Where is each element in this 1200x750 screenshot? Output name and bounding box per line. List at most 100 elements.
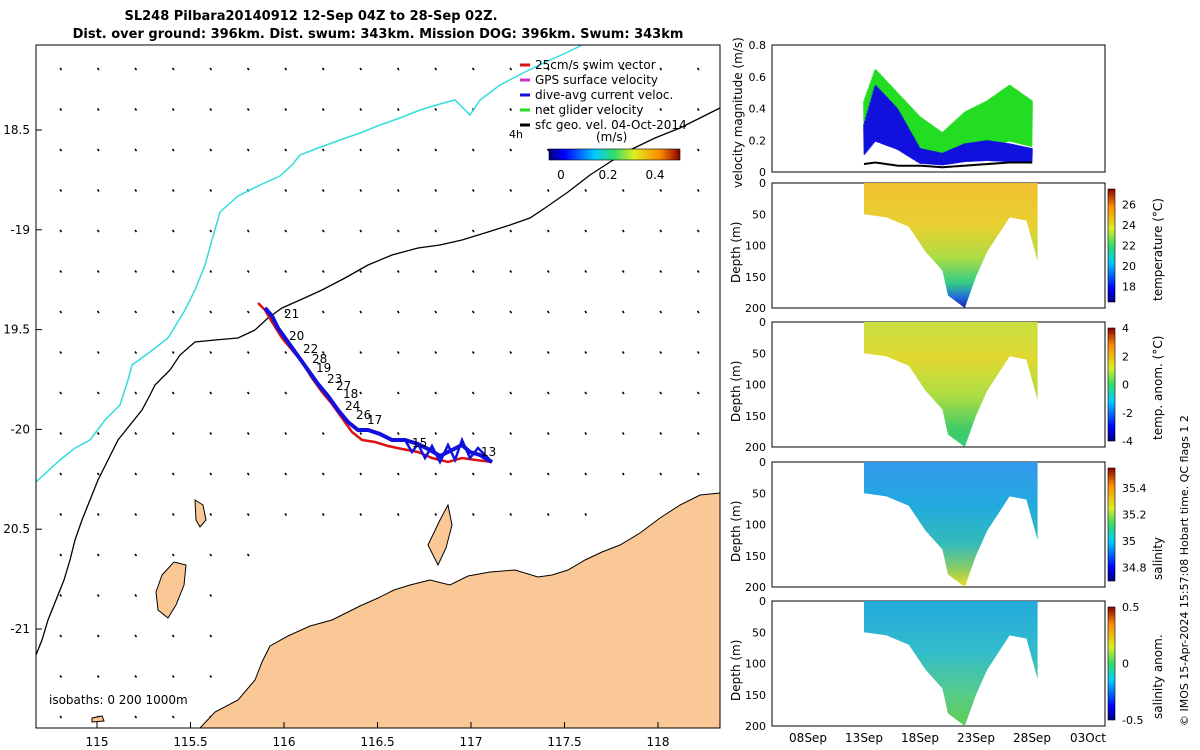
- vector-arrow: [509, 67, 513, 71]
- colorbar-tick-label: 34.8: [1122, 562, 1147, 575]
- vector-arrow: [134, 513, 138, 516]
- vector-arrow: [284, 108, 288, 111]
- vector-arrow: [96, 634, 100, 638]
- vector-arrow: [509, 391, 513, 395]
- vector-arrow: [696, 148, 700, 152]
- vector-arrow: [134, 148, 138, 152]
- colorbar-tick-label: -2: [1122, 407, 1133, 420]
- vector-arrow: [509, 229, 513, 233]
- vector-arrow: [434, 391, 438, 395]
- vector-arrow: [246, 513, 250, 516]
- vector-arrow: [284, 432, 288, 435]
- vector-arrow: [396, 432, 400, 435]
- vector-arrow: [546, 391, 550, 395]
- depth-tick: 50: [752, 347, 766, 360]
- vector-arrow: [209, 108, 213, 111]
- colorbar-tick-label: 0: [1122, 379, 1129, 392]
- speed-colorbar-ticks: 0 0.2 0.4: [557, 168, 664, 182]
- vector-arrow: [546, 108, 550, 111]
- vector-arrow: [584, 67, 588, 71]
- vector-arrow: [584, 351, 588, 354]
- vector-arrow: [134, 472, 138, 476]
- vector-arrow: [209, 432, 213, 435]
- vector-arrow: [696, 472, 700, 476]
- velocity-tick: 0.6: [749, 71, 767, 84]
- vector-arrow: [59, 351, 63, 354]
- vector-arrow: [509, 310, 513, 314]
- day-label: 22: [303, 342, 318, 356]
- vector-arrow: [246, 432, 250, 435]
- vector-arrow: [171, 391, 175, 395]
- depth-tick: 100: [745, 240, 766, 253]
- vector-arrow: [284, 189, 288, 192]
- vector-arrow: [171, 310, 175, 314]
- depth-tick: 0: [759, 456, 766, 469]
- vector-arrow: [246, 148, 250, 152]
- vector-arrow: [134, 391, 138, 395]
- depth-tick: 100: [745, 379, 766, 392]
- day-label: 18: [343, 387, 358, 401]
- vector-arrow: [134, 310, 138, 314]
- colorbar-tick-label: -4: [1122, 435, 1133, 448]
- time-tick-label: 23Sep: [957, 731, 995, 745]
- vector-arrow: [96, 391, 100, 395]
- colorbar-title: salinity anom.: [1151, 634, 1165, 719]
- time-tick-label: 13Sep: [845, 731, 883, 745]
- vector-arrow: [471, 310, 475, 314]
- vector-arrow: [171, 67, 175, 71]
- vector-arrow: [59, 270, 63, 273]
- day-label: 15: [412, 436, 427, 450]
- vector-arrow: [659, 108, 663, 111]
- velocity-series-line: [863, 161, 1032, 169]
- vector-arrow: [509, 432, 513, 435]
- vector-arrow: [546, 513, 550, 516]
- vector-arrow: [659, 67, 663, 71]
- section-fill: [864, 601, 1038, 726]
- cyan-coast-line: [36, 45, 583, 483]
- day-label: 19: [316, 361, 331, 375]
- vector-arrow: [659, 310, 663, 314]
- vector-arrow: [134, 229, 138, 233]
- depth-tick: 0: [759, 177, 766, 190]
- velocity-tick: 0.2: [749, 134, 767, 147]
- vector-arrow: [621, 391, 625, 395]
- vector-arrow: [284, 310, 288, 314]
- lon-tick-label: 116: [273, 735, 296, 749]
- day-label: 26: [356, 408, 371, 422]
- vector-arrow: [434, 148, 438, 152]
- section-panel-temperature: 0 50 100 150 200 Depth (m) 26 24 22 20 18 temperatu…: [729, 177, 1165, 315]
- colorbar-tick-label: 35.2: [1122, 509, 1147, 522]
- lat-tick-label: 18.5: [3, 123, 30, 137]
- vector-arrow: [321, 513, 325, 516]
- vector-arrow: [584, 108, 588, 111]
- vector-arrow: [246, 472, 250, 476]
- day-label: 28: [312, 352, 327, 366]
- vector-arrow: [471, 148, 475, 152]
- vector-arrow: [96, 310, 100, 314]
- vector-arrow: [171, 472, 175, 476]
- vector-arrow: [434, 189, 438, 192]
- lon-tick-label: 117.5: [547, 735, 581, 749]
- vector-arrow: [59, 229, 63, 233]
- section-colorbar: [1107, 606, 1116, 721]
- vector-arrow: [359, 351, 363, 354]
- vector-arrow: [546, 270, 550, 273]
- vector-arrow: [509, 108, 513, 111]
- vector-arrow: [96, 108, 100, 111]
- vector-arrow: [659, 270, 663, 273]
- vector-arrow: [621, 351, 625, 354]
- vector-arrow: [396, 148, 400, 152]
- legend-label: net glider velocity: [535, 103, 643, 117]
- legend-label: GPS surface velocity: [535, 73, 658, 87]
- island-montebello: [194, 499, 207, 528]
- vector-arrow: [209, 391, 213, 395]
- depth-ylabel: Depth (m): [729, 361, 743, 422]
- vector-arrow: [246, 310, 250, 314]
- vector-arrow: [396, 108, 400, 111]
- vector-arrow: [246, 270, 250, 273]
- colorbar-tick-label: 24: [1122, 219, 1136, 232]
- vector-arrow: [134, 675, 138, 678]
- vector-arrow: [209, 553, 213, 557]
- lat-tick-label: 20.5: [3, 522, 30, 536]
